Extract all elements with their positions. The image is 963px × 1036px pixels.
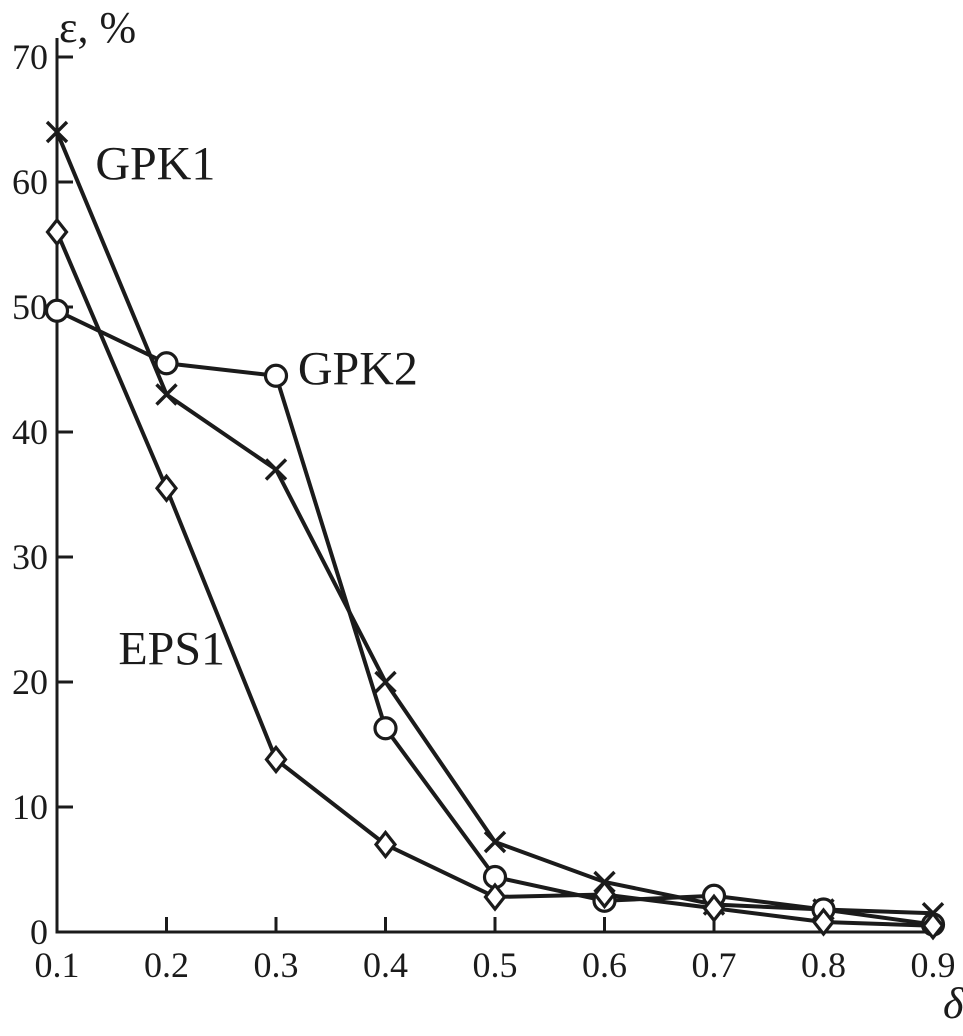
series-line-gpk2: [56, 308, 934, 927]
y-tick-label: 60: [12, 162, 48, 202]
x-tick-label: 0.1: [35, 945, 80, 985]
marker-circle-gpk2: [373, 716, 398, 741]
y-tick-label: 40: [12, 412, 48, 452]
y-axis-title: ε, %: [59, 3, 136, 52]
marker-diamond-eps1: [921, 911, 945, 941]
x-tick-label: 0.9: [911, 945, 956, 985]
marker-diamond-eps1: [154, 473, 179, 503]
marker-diamond-eps1: [373, 829, 398, 860]
x-tick-label: 0.7: [692, 945, 737, 985]
marker-x-gpk1: [45, 120, 69, 144]
x-tick-label: 0.5: [473, 945, 518, 985]
marker-diamond-eps1: [702, 893, 726, 923]
marker-diamond-eps1: [483, 882, 507, 912]
marker-diamond-eps1: [264, 744, 288, 775]
marker-x-gpk1: [155, 383, 178, 406]
y-tick-label: 0: [30, 912, 48, 952]
x-axis-title: δ: [943, 979, 963, 1028]
x-tick-label: 0.3: [254, 945, 299, 985]
marker-x-gpk1: [483, 830, 507, 854]
marker-circle-gpk2: [263, 363, 289, 388]
marker-diamond-eps1: [811, 907, 836, 937]
marker-diamond-eps1: [45, 217, 69, 247]
series-annotation-eps1: EPS1: [118, 623, 225, 676]
x-tick-label: 0.4: [363, 945, 408, 985]
marker-x-gpk1: [374, 670, 397, 694]
series-line-eps1: [55, 231, 934, 928]
marker-circle-gpk2: [44, 298, 70, 323]
marker-diamond-eps1: [592, 879, 617, 910]
x-tick-label: 0.6: [582, 945, 627, 985]
y-tick-label: 50: [12, 287, 48, 327]
series-annotation-gpk2: GPK2: [298, 343, 418, 396]
y-tick-label: 20: [12, 662, 48, 702]
series-line-gpk1: [55, 131, 934, 916]
axis-lines: [55, 38, 941, 934]
series-annotation-gpk1: GPK1: [95, 138, 215, 191]
marker-x-gpk1: [264, 458, 288, 481]
y-tick-label: 10: [12, 787, 48, 827]
x-tick-label: 0.8: [801, 945, 846, 985]
y-tick-label: 30: [12, 537, 48, 577]
x-tick-label: 0.2: [144, 945, 189, 985]
y-tick-label: 70: [12, 37, 48, 77]
marker-circle-gpk2: [154, 351, 179, 376]
